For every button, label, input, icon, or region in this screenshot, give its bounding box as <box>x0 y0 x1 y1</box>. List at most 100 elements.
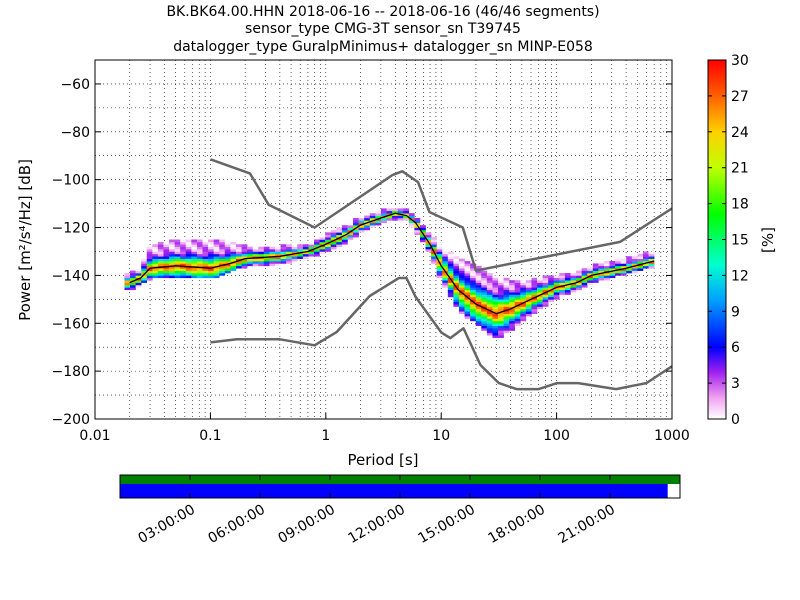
psd-cell <box>615 273 621 276</box>
psd-cell <box>486 311 493 314</box>
psd-cell <box>570 273 577 276</box>
psd-cell <box>458 270 465 274</box>
psd-cell <box>442 249 449 252</box>
psd-cell <box>185 275 192 279</box>
psd-cell <box>464 280 471 283</box>
psd-cell <box>509 280 516 283</box>
psd-cell <box>492 318 499 322</box>
psd-cell <box>525 282 532 286</box>
psd-cell <box>286 249 293 252</box>
psd-cell <box>464 287 471 291</box>
psd-cell <box>581 282 588 286</box>
psd-cell <box>503 280 510 283</box>
psd-cell <box>386 215 393 219</box>
psd-cell <box>492 325 499 329</box>
psd-cell <box>180 246 187 250</box>
psd-cell <box>330 229 337 233</box>
psd-cell <box>208 275 214 279</box>
psd-cell <box>642 263 649 267</box>
psd-cell <box>470 289 477 293</box>
psd-cell <box>224 258 231 262</box>
psd-cell <box>453 261 460 264</box>
psd-cell <box>230 265 237 269</box>
psd-cell <box>458 268 465 271</box>
psd-cell <box>520 289 527 293</box>
psd-cell <box>509 313 516 317</box>
psd-cell <box>180 249 187 252</box>
psd-cell <box>286 244 293 247</box>
psd-cell <box>520 304 527 307</box>
psd-cell <box>447 270 454 274</box>
psd-cell <box>481 299 488 303</box>
psd-cell <box>375 213 382 216</box>
psd-cell <box>258 249 265 252</box>
psd-cell <box>325 237 332 240</box>
psd-cell <box>163 268 170 271</box>
psd-cell <box>252 253 259 257</box>
psd-cell <box>180 244 187 247</box>
psd-cell <box>224 246 231 250</box>
psd-cell <box>325 232 332 236</box>
psd-cell <box>648 253 655 257</box>
psd-cell <box>169 244 175 247</box>
psd-cell <box>475 318 482 322</box>
psd-cell <box>319 249 326 252</box>
psd-cell <box>553 275 560 279</box>
psd-cell <box>196 249 203 252</box>
psd-cell <box>525 304 532 307</box>
psd-cell <box>559 292 566 295</box>
psd-cell <box>436 268 443 271</box>
psd-cell <box>503 323 510 326</box>
psd-cell <box>542 287 549 291</box>
psd-cell <box>414 227 421 231</box>
psd-cell <box>130 284 136 288</box>
psd-cell <box>185 256 192 259</box>
psd-cell <box>486 313 493 317</box>
psd-cell <box>130 275 136 279</box>
psd-cell <box>436 256 443 259</box>
psd-cell <box>146 256 153 259</box>
psd-cell <box>447 273 454 276</box>
psd-cell <box>291 256 298 259</box>
psd-cell <box>291 258 298 262</box>
psd-cell <box>369 220 376 224</box>
psd-cell <box>274 246 281 250</box>
psd-cell <box>492 277 499 281</box>
psd-cell <box>570 284 577 288</box>
psd-cell <box>559 277 566 281</box>
psd-cell <box>185 251 192 255</box>
psd-cell <box>475 323 482 326</box>
psd-cell <box>475 284 482 288</box>
coverage-bar-segments <box>120 484 668 498</box>
psd-cell <box>280 251 287 255</box>
psd-cell <box>648 261 655 264</box>
psd-cell <box>531 282 538 286</box>
psd-cell <box>486 292 493 295</box>
psd-cell <box>503 299 510 303</box>
psd-cell <box>458 282 465 286</box>
psd-cell <box>542 282 549 286</box>
psd-cell <box>548 282 555 286</box>
psd-cell <box>280 258 287 262</box>
colorbar-tick-label: 0 <box>731 412 740 428</box>
psd-cell <box>247 251 253 255</box>
psd-cell <box>637 261 644 264</box>
psd-cell <box>492 320 499 324</box>
psd-cell <box>620 270 627 274</box>
psd-cell <box>392 215 398 219</box>
psd-cell <box>286 256 293 259</box>
psd-cell <box>213 239 220 243</box>
psd-cell <box>208 246 214 250</box>
psd-cell <box>498 280 504 283</box>
psd-cell <box>169 261 175 264</box>
psd-cell <box>247 246 253 250</box>
psd-cell <box>470 277 477 281</box>
psd-cell <box>620 268 627 271</box>
psd-cell <box>431 237 437 240</box>
psd-cell <box>553 289 560 293</box>
psd-cell <box>615 258 621 262</box>
psd-cell <box>492 306 499 310</box>
psd-cell <box>185 244 192 247</box>
psd-cell <box>235 261 242 264</box>
psd-cell <box>453 296 460 300</box>
